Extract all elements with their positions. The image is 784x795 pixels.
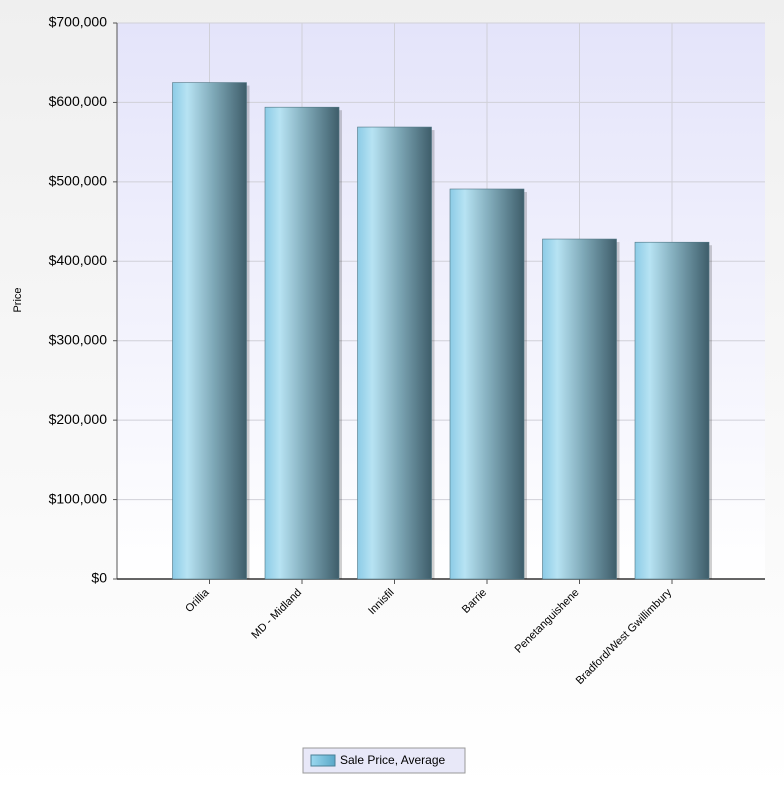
bar: [449, 188, 525, 580]
y-axis-title: Price: [12, 287, 24, 312]
y-tick-label: $200,000: [49, 411, 108, 427]
y-tick-label: $100,000: [49, 490, 108, 506]
bar: [542, 238, 617, 580]
bar: [264, 106, 340, 580]
bar: [634, 241, 710, 580]
legend-swatch: [310, 754, 336, 767]
y-tick-label: $0: [91, 570, 107, 586]
y-tick-label: $400,000: [49, 252, 108, 268]
legend-label: Sale Price, Average: [340, 753, 446, 767]
y-tick-label: $700,000: [49, 14, 108, 30]
bar: [357, 126, 432, 580]
y-tick-label: $300,000: [49, 331, 108, 347]
bar: [172, 82, 247, 580]
y-tick-label: $500,000: [49, 173, 108, 189]
y-tick-label: $600,000: [49, 93, 108, 109]
